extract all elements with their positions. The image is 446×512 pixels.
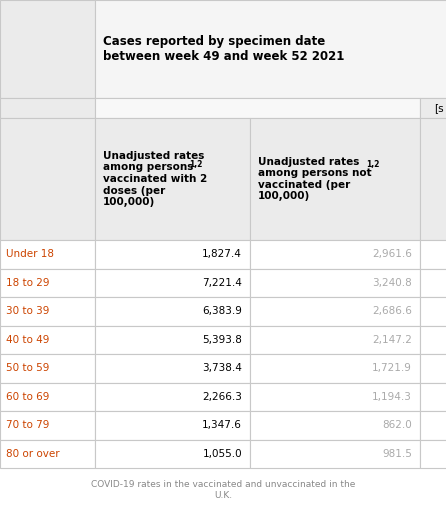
Text: 2,961.6: 2,961.6 (372, 249, 412, 259)
Bar (0, 382, 95, 411)
Bar (420, 268, 446, 297)
Bar (250, 439, 420, 468)
Bar (0, 118, 95, 240)
Text: 50 to 59: 50 to 59 (6, 363, 50, 373)
Bar (0, 297, 95, 326)
Bar (95, 118, 250, 240)
Text: 7,221.4: 7,221.4 (202, 278, 242, 288)
Bar (95, 354, 250, 382)
Bar (0, 439, 95, 468)
Text: 70 to 79: 70 to 79 (6, 420, 50, 430)
Text: 6,383.9: 6,383.9 (202, 306, 242, 316)
Text: 30 to 39: 30 to 39 (6, 306, 50, 316)
Text: 1,347.6: 1,347.6 (202, 420, 242, 430)
Bar (95, 98, 420, 118)
Bar (0, 268, 95, 297)
Text: 2,147.2: 2,147.2 (372, 335, 412, 345)
Bar (250, 240, 420, 268)
Bar (95, 326, 250, 354)
Bar (250, 118, 420, 240)
Text: 3,240.8: 3,240.8 (372, 278, 412, 288)
Bar (420, 354, 446, 382)
Text: 2,686.6: 2,686.6 (372, 306, 412, 316)
Text: Under 18: Under 18 (6, 249, 54, 259)
Bar (250, 382, 420, 411)
Text: 1,2: 1,2 (366, 160, 380, 169)
Bar (95, 240, 250, 268)
Text: 1,194.3: 1,194.3 (372, 392, 412, 402)
Text: 862.0: 862.0 (382, 420, 412, 430)
Bar (0, 98, 95, 118)
Bar (95, 439, 250, 468)
Bar (420, 382, 446, 411)
Text: Cases reported by specimen date
between week 49 and week 52 2021: Cases reported by specimen date between … (103, 35, 344, 63)
Bar (95, 382, 250, 411)
Text: 3,738.4: 3,738.4 (202, 363, 242, 373)
Text: 40 to 49: 40 to 49 (6, 335, 50, 345)
Text: 1,827.4: 1,827.4 (202, 249, 242, 259)
Text: 1,2: 1,2 (189, 160, 202, 169)
Bar (420, 98, 446, 118)
Text: 18 to 29: 18 to 29 (6, 278, 50, 288)
Bar (0, 354, 95, 382)
Bar (420, 240, 446, 268)
Bar (420, 411, 446, 439)
Bar (420, 439, 446, 468)
Text: 981.5: 981.5 (382, 449, 412, 459)
Text: Unadjusted rates
among persons not
vaccinated (per
100,000): Unadjusted rates among persons not vacci… (258, 157, 372, 201)
Bar (250, 354, 420, 382)
Bar (0, 0, 95, 98)
Text: [s: [s (434, 103, 444, 113)
Bar (95, 297, 250, 326)
Bar (0, 240, 95, 268)
Bar (95, 268, 250, 297)
Bar (0, 326, 95, 354)
Bar (250, 268, 420, 297)
Bar (250, 411, 420, 439)
Bar (0, 411, 95, 439)
Bar (95, 411, 250, 439)
Text: 5,393.8: 5,393.8 (202, 335, 242, 345)
Bar (95, 0, 446, 98)
Text: COVID-19 rates in the vaccinated and unvaccinated in the
U.K.: COVID-19 rates in the vaccinated and unv… (91, 480, 355, 500)
Text: 1,055.0: 1,055.0 (202, 449, 242, 459)
Text: 60 to 69: 60 to 69 (6, 392, 50, 402)
Bar (250, 326, 420, 354)
Text: 80 or over: 80 or over (6, 449, 60, 459)
Text: 2,266.3: 2,266.3 (202, 392, 242, 402)
Bar (250, 297, 420, 326)
Bar (420, 326, 446, 354)
Bar (420, 297, 446, 326)
Text: Unadjusted rates
among persons
vaccinated with 2
doses (per
100,000): Unadjusted rates among persons vaccinate… (103, 151, 207, 207)
Text: 1,721.9: 1,721.9 (372, 363, 412, 373)
Bar (420, 118, 446, 240)
